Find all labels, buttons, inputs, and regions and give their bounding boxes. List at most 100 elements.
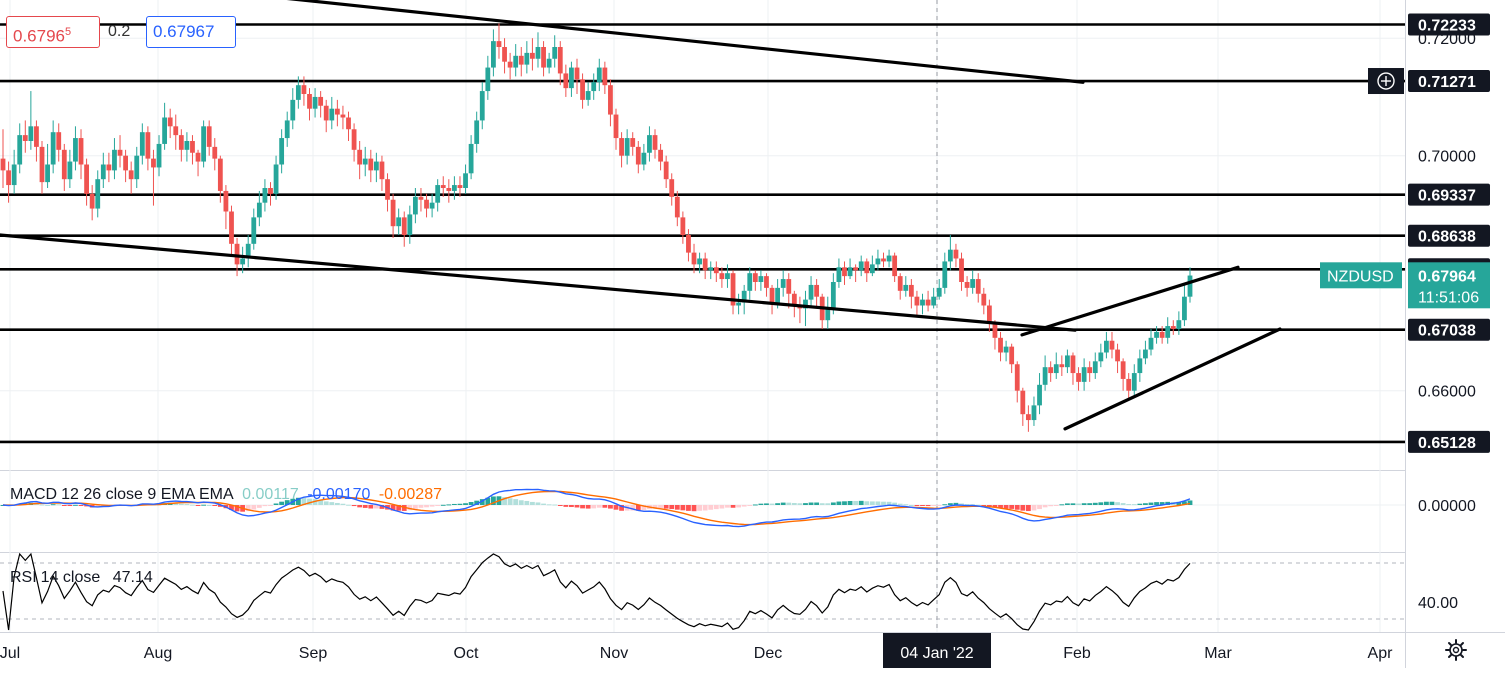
candle-body — [747, 273, 753, 291]
macd-histogram-bar — [992, 505, 998, 508]
candle-body — [123, 155, 129, 171]
macd-histogram-bar — [580, 505, 585, 509]
candle-body — [112, 149, 117, 171]
candle-body — [998, 337, 1003, 353]
macd-histogram-bar — [546, 504, 552, 506]
macd-histogram-bar — [206, 504, 212, 506]
candle-body — [229, 211, 234, 244]
candle-body — [407, 214, 413, 235]
macd-histogram-bar — [825, 503, 831, 505]
candle-body — [602, 67, 608, 86]
level-badge — [1408, 224, 1490, 247]
candle-body — [652, 135, 658, 150]
candle-body — [84, 164, 89, 194]
candle-body — [691, 252, 697, 265]
macd-histogram-bar — [178, 503, 184, 505]
candle-body — [892, 255, 898, 277]
macd-histogram-bar — [307, 498, 312, 505]
macd-histogram-bar — [959, 503, 964, 505]
macd-histogram-bar — [741, 505, 747, 507]
level-badge — [1408, 430, 1490, 453]
candle-body — [758, 276, 764, 282]
candle-body — [1154, 331, 1159, 338]
macd-histogram-bar — [518, 500, 524, 505]
macd-line — [2, 488, 1191, 528]
candle-body — [1109, 340, 1115, 350]
candle-body — [641, 152, 647, 165]
candle-body — [162, 117, 168, 144]
macd-histogram-bar — [245, 505, 251, 512]
candle-body — [535, 47, 541, 59]
settings-gear-button[interactable] — [1442, 636, 1470, 664]
macd-histogram-bar — [440, 504, 446, 506]
macd-histogram-bar — [786, 502, 792, 505]
candle-body — [713, 267, 719, 274]
rsi-name: RSI — [10, 569, 37, 586]
macd-histogram-bar — [418, 505, 424, 508]
candle-body — [624, 138, 630, 156]
macd-histogram-bar — [67, 505, 73, 506]
macd-histogram-bar — [758, 503, 764, 505]
macd-histogram-bar — [368, 505, 374, 509]
trend-line — [1063, 327, 1282, 431]
macd-histogram-bar — [435, 505, 441, 506]
candle-body — [346, 117, 351, 130]
macd-histogram-bar — [1025, 505, 1031, 512]
candle-body — [106, 164, 112, 171]
candle-body — [1070, 355, 1076, 374]
level-badge-label: 0.68638 — [1418, 229, 1476, 246]
candle-body — [284, 120, 290, 139]
macd-histogram-bar — [719, 505, 725, 509]
candle-body — [95, 179, 101, 209]
macd-histogram-bar — [998, 505, 1003, 509]
candle-body — [1020, 390, 1026, 415]
macd-histogram-bar — [513, 499, 519, 505]
macd-histogram-bar — [184, 504, 190, 506]
time-tick-label: Apr — [1368, 645, 1394, 662]
macd-histogram-bar — [507, 498, 513, 505]
macd-histogram-bar — [229, 505, 234, 510]
macd-histogram-bar — [463, 503, 468, 505]
candle-body — [39, 146, 45, 183]
candle-body — [669, 179, 675, 197]
trend-line — [0, 233, 1077, 332]
macd-histogram-bar — [323, 501, 329, 505]
candle-body — [396, 217, 402, 227]
macd-histogram-bar — [1009, 505, 1015, 509]
time-tick-label: Feb — [1063, 645, 1091, 662]
macd-legend[interactable]: MACD 12 26 close 9 EMA EMA 0.00117 -0.001… — [10, 486, 446, 504]
candle-body — [17, 135, 23, 165]
candle-body — [451, 185, 457, 191]
level-badge — [1408, 318, 1490, 341]
candle-body — [847, 267, 853, 277]
candle-body — [697, 258, 702, 265]
macd-histogram-bar — [858, 500, 864, 505]
symbol-badge — [1320, 262, 1402, 289]
macd-histogram-bar — [747, 505, 753, 506]
candle-body — [290, 99, 296, 121]
candle-body — [139, 132, 145, 156]
macd-histogram-bar — [217, 505, 223, 507]
ask-price-box[interactable]: 0.67967 — [146, 16, 236, 48]
macd-histogram-bar — [524, 500, 530, 505]
bid-price-box[interactable]: 0.67965 — [6, 16, 100, 48]
candle-body — [635, 146, 641, 165]
macd-histogram-bar — [474, 500, 480, 505]
candle-body — [585, 91, 591, 100]
candle-body — [1003, 346, 1009, 353]
candle-body — [234, 243, 240, 265]
candle-body — [959, 258, 964, 282]
macd-histogram-bar — [847, 500, 853, 505]
macd-histogram-bar — [56, 504, 62, 506]
macd-histogram-bar — [797, 503, 803, 505]
candle-body — [752, 273, 758, 282]
candle-body — [412, 196, 418, 215]
candle-body — [418, 196, 424, 200]
rsi-legend[interactable]: RSI 14 close 47.14 — [10, 569, 157, 587]
candle-body — [964, 282, 970, 288]
macd-histogram-bar — [1020, 505, 1026, 511]
candle-body — [279, 138, 285, 165]
candle-body — [920, 299, 925, 306]
